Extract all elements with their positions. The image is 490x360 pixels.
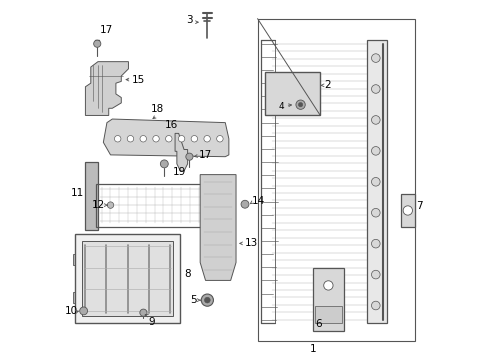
Text: 15: 15 [132, 75, 146, 85]
Bar [73, 255, 82, 265]
Bar [96, 184, 221, 226]
Circle shape [241, 200, 249, 208]
Text: 9: 9 [149, 317, 155, 327]
Bar [265, 72, 320, 116]
Bar [73, 292, 82, 303]
Bar [367, 40, 387, 323]
Polygon shape [269, 81, 310, 107]
Circle shape [371, 301, 380, 310]
Text: 2: 2 [324, 80, 331, 90]
Circle shape [371, 116, 380, 124]
Circle shape [94, 40, 101, 47]
Text: 14: 14 [252, 196, 266, 206]
Circle shape [324, 281, 333, 290]
Circle shape [186, 153, 193, 160]
Text: 5: 5 [190, 295, 196, 305]
Circle shape [140, 135, 147, 142]
Polygon shape [175, 134, 188, 171]
Circle shape [296, 100, 305, 109]
Polygon shape [85, 62, 128, 116]
Circle shape [140, 309, 147, 316]
Circle shape [371, 208, 380, 217]
Text: 10: 10 [64, 306, 77, 316]
Bar [74, 234, 180, 323]
Circle shape [178, 135, 185, 142]
Text: 17: 17 [100, 25, 113, 35]
Text: 17: 17 [198, 150, 212, 160]
Text: 8: 8 [184, 269, 191, 279]
Text: 3: 3 [186, 15, 193, 26]
Polygon shape [103, 119, 229, 157]
Polygon shape [200, 175, 236, 280]
Text: 6: 6 [315, 319, 321, 329]
Circle shape [217, 135, 223, 142]
Text: 18: 18 [150, 104, 164, 114]
Bar [85, 162, 98, 230]
Circle shape [371, 54, 380, 62]
Circle shape [107, 202, 114, 208]
Circle shape [201, 294, 214, 306]
Text: 11: 11 [71, 188, 84, 198]
Text: 16: 16 [165, 120, 178, 130]
Text: 4: 4 [279, 102, 285, 111]
Circle shape [115, 135, 121, 142]
Circle shape [204, 297, 210, 303]
Circle shape [403, 206, 413, 215]
Circle shape [160, 160, 168, 168]
Bar [401, 194, 415, 226]
Text: 19: 19 [173, 167, 187, 177]
Circle shape [371, 239, 380, 248]
Circle shape [371, 177, 380, 186]
Bar [258, 19, 416, 341]
Text: 12: 12 [92, 200, 105, 210]
Bar [82, 241, 173, 316]
Circle shape [166, 135, 172, 142]
Bar [313, 268, 343, 330]
Bar [315, 306, 342, 323]
Circle shape [153, 135, 159, 142]
Circle shape [204, 135, 210, 142]
Text: 7: 7 [416, 201, 423, 211]
Circle shape [127, 135, 134, 142]
Circle shape [298, 103, 303, 107]
Circle shape [371, 147, 380, 155]
Circle shape [371, 85, 380, 93]
Text: 1: 1 [310, 344, 317, 354]
Circle shape [80, 307, 88, 315]
Circle shape [371, 270, 380, 279]
Circle shape [191, 135, 197, 142]
Text: 13: 13 [245, 238, 258, 248]
